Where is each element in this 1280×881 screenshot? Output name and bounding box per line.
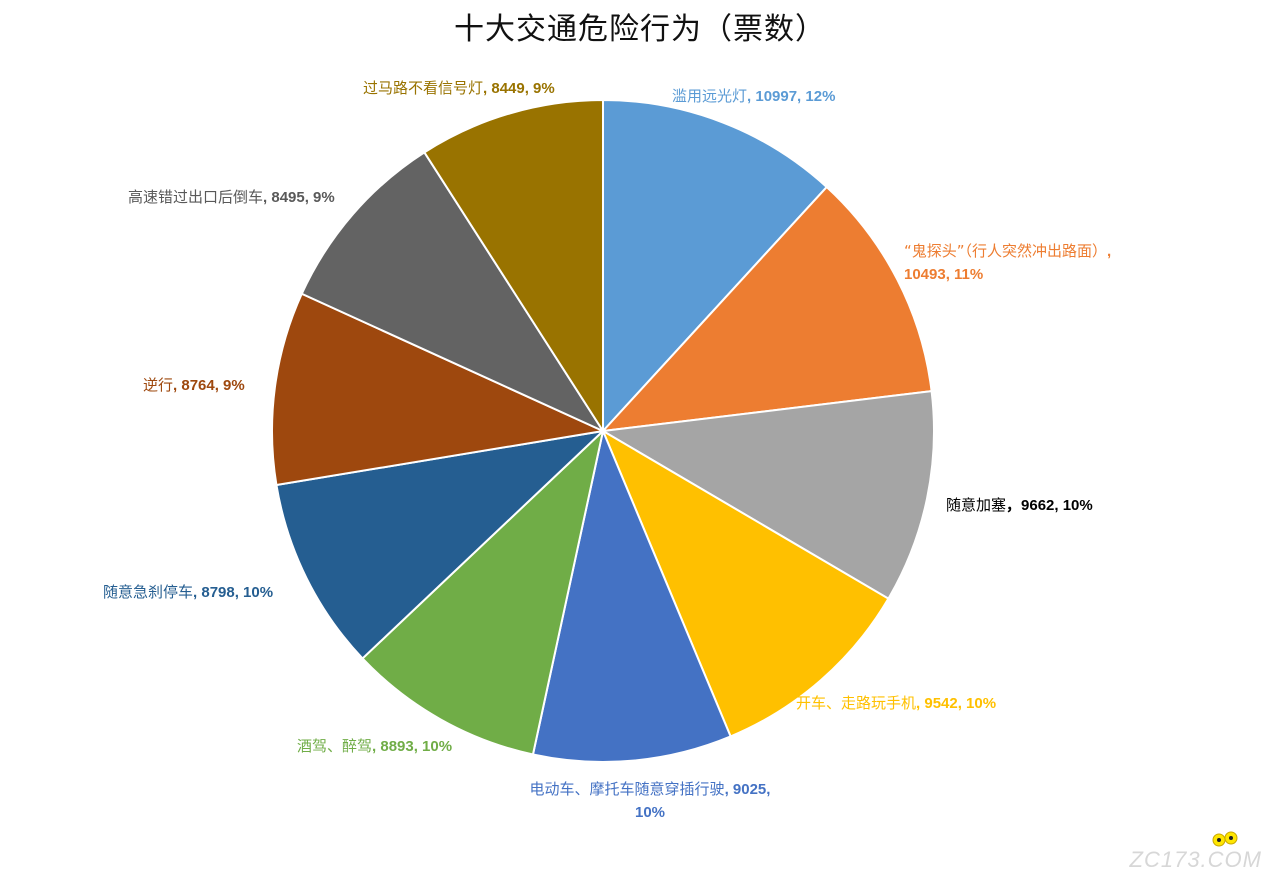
pie-slice	[600, 185, 933, 433]
slice-value: , 8764, 9%	[173, 377, 245, 394]
pie-slice	[271, 292, 607, 487]
slice-label: “鬼探头”（行人突然冲出路面）, 10493, 11%	[904, 240, 1154, 286]
slice-label: 随意急刹停车, 8798, 10%	[103, 581, 273, 604]
slice-name: 电动车、摩托车随意穿插行驶	[529, 780, 725, 798]
slice-value: , 9542, 10%	[916, 695, 997, 712]
slice-label: 逆行, 8764, 9%	[143, 374, 245, 397]
slice-name: 滥用远光灯	[672, 87, 748, 105]
slice-value: , 10493, 11%	[904, 243, 1112, 283]
chart-title: 十大交通危险行为（票数）	[454, 12, 826, 47]
slice-name: 高速错过出口后倒车	[128, 188, 264, 206]
slice-label: 酒驾、醉驾, 8893, 10%	[297, 735, 452, 758]
slice-label: 开车、走路玩手机, 9542, 10%	[796, 692, 996, 715]
pie-slice	[300, 150, 606, 434]
slice-value: , 9025, 10%	[634, 781, 771, 821]
watermark-text: ZC173.COM	[1129, 847, 1262, 872]
pie-slice	[600, 428, 890, 738]
pie-slice	[531, 427, 732, 763]
slice-value: , 8893, 10%	[372, 738, 453, 755]
slice-label: 过马路不看信号灯, 8449, 9%	[363, 77, 555, 100]
pie-slice	[361, 428, 605, 756]
slice-value: , 10997, 12%	[747, 88, 836, 105]
slice-value: ，9662, 10%	[1006, 497, 1093, 514]
slice-label: 电动车、摩托车随意穿插行驶, 9025, 10%	[520, 778, 780, 824]
slice-name: 随意加塞	[946, 496, 1007, 514]
slice-name: 开车、走路玩手机	[796, 694, 917, 712]
slice-label: 滥用远光灯, 10997, 12%	[672, 85, 835, 108]
slice-label: 随意加塞，9662, 10%	[946, 494, 1093, 517]
slice-value: , 8495, 9%	[263, 189, 335, 206]
slice-name: 逆行	[143, 376, 174, 394]
pie-slice	[422, 98, 604, 435]
slice-value: , 8449, 9%	[483, 80, 555, 97]
slice-name: 过马路不看信号灯	[363, 79, 484, 97]
pie-slice	[599, 390, 935, 601]
pie-slice	[602, 98, 829, 434]
slice-name: “鬼探头”（行人突然冲出路面）	[904, 242, 1108, 260]
slice-name: 随意急刹停车	[103, 583, 194, 601]
slice-label: 高速错过出口后倒车, 8495, 9%	[128, 186, 335, 209]
watermark-logo-icon	[1212, 831, 1238, 847]
slice-name: 酒驾、醉驾	[297, 737, 373, 755]
pie-slice	[275, 429, 607, 660]
slice-value: , 8798, 10%	[193, 584, 274, 601]
